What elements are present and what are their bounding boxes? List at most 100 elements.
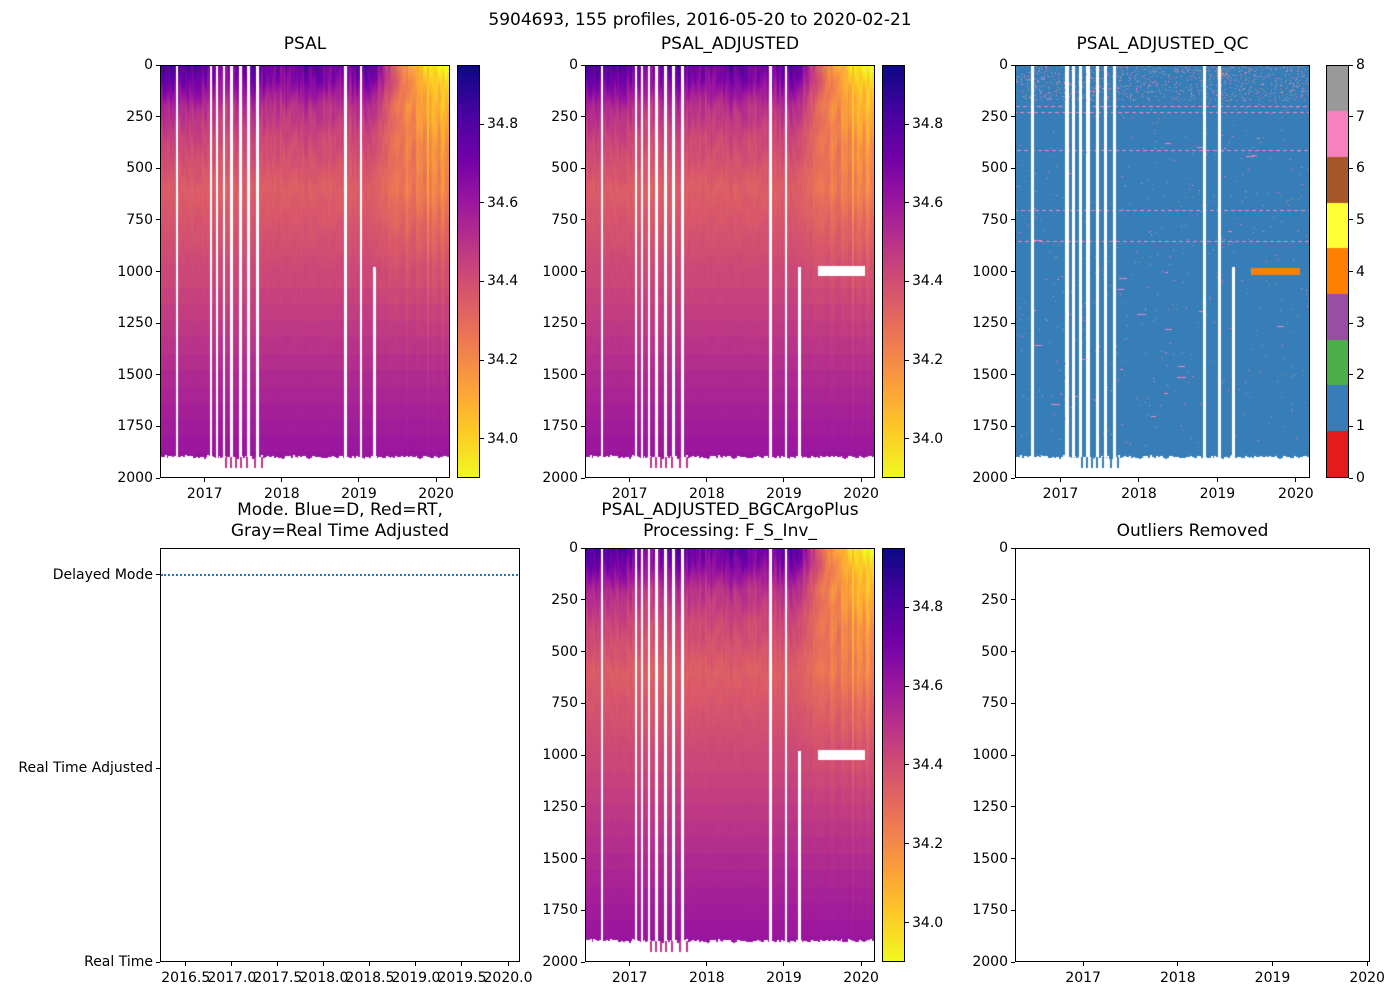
x-tick-mark xyxy=(461,962,463,966)
psal-heatmap-canvas xyxy=(161,66,449,477)
colorbar-tick-label: 34.8 xyxy=(912,599,944,616)
y-tick-label: 0 xyxy=(569,57,578,73)
colorbar-tick-label: 34.6 xyxy=(487,194,519,211)
y-tick-label: 0 xyxy=(144,57,153,73)
y-tick-mark xyxy=(1011,702,1015,704)
y-tick-mark xyxy=(581,702,585,704)
y-tick-label: 250 xyxy=(551,591,578,608)
y-tick-mark xyxy=(156,961,160,963)
y-tick-label: Delayed Mode xyxy=(52,566,153,583)
title-psal-adjusted: PSAL_ADJUSTED xyxy=(660,34,800,54)
y-tick-label: 1500 xyxy=(542,850,578,867)
y-tick-mark xyxy=(1011,909,1015,911)
y-tick-mark xyxy=(581,651,585,652)
x-tick-mark xyxy=(507,962,509,966)
x-tick-mark xyxy=(629,478,631,482)
title-bgc: PSAL_ADJUSTED_BGCArgoPlus Processing: F_… xyxy=(601,500,859,541)
y-tick-label: 1250 xyxy=(542,315,578,332)
y-tick-label: 1000 xyxy=(972,263,1008,280)
x-tick-label: 2019 xyxy=(766,486,802,502)
colorbar-tick-mark xyxy=(905,843,909,845)
x-tick-label: 2017.0 xyxy=(207,970,257,986)
x-tick-label: 2017 xyxy=(611,486,648,502)
title-outliers: Outliers Removed xyxy=(1116,521,1269,541)
x-tick-label: 2019 xyxy=(766,970,802,986)
qc-colorbar-canvas xyxy=(1327,66,1348,477)
x-tick-mark xyxy=(277,962,279,966)
y-tick-label: 1750 xyxy=(972,902,1008,919)
y-tick-label: 0 xyxy=(569,540,578,556)
bgc-colorbar-canvas xyxy=(883,549,904,961)
y-tick-label: 2000 xyxy=(542,954,578,970)
y-tick-label: 750 xyxy=(551,211,578,228)
y-tick-label: 1250 xyxy=(542,798,578,815)
colorbar-tick-mark xyxy=(1349,425,1353,427)
y-tick-label: 1250 xyxy=(972,798,1008,815)
y-tick-mark xyxy=(1011,322,1015,324)
x-tick-mark xyxy=(415,962,417,966)
colorbar-tick-mark xyxy=(1349,271,1353,272)
y-tick-label: 1500 xyxy=(972,850,1008,867)
y-tick-mark xyxy=(156,322,160,324)
colorbar-tick-label: 6 xyxy=(1356,160,1365,177)
colorbar-tick-label: 34.6 xyxy=(912,678,944,694)
y-tick-mark xyxy=(581,477,585,479)
y-tick-label: 1750 xyxy=(542,902,578,919)
y-tick-mark xyxy=(156,219,160,221)
colorbar-tick-mark xyxy=(905,359,909,361)
y-tick-mark xyxy=(1011,219,1015,221)
x-tick-label: 2019.5 xyxy=(437,970,487,986)
x-tick-label: 2019 xyxy=(1199,486,1236,502)
y-tick-label: 250 xyxy=(981,108,1008,125)
colorbar-tick-mark xyxy=(905,606,909,608)
y-tick-label: 2000 xyxy=(972,954,1008,970)
x-tick-mark xyxy=(783,962,785,966)
psal-adjusted-heatmap-canvas xyxy=(586,66,874,477)
x-tick-mark xyxy=(231,962,233,966)
colorbar-tick-mark xyxy=(1349,167,1353,169)
y-tick-label: 1750 xyxy=(972,418,1008,435)
colorbar-tick-label: 34.8 xyxy=(487,116,519,132)
y-tick-mark xyxy=(156,425,160,427)
colorbar-tick-mark xyxy=(905,685,909,687)
x-tick-mark xyxy=(706,962,708,966)
colorbar-tick-label: 2 xyxy=(1356,366,1365,383)
y-tick-label: 1000 xyxy=(542,747,578,763)
y-tick-mark xyxy=(1011,271,1015,272)
plot-psal-adjusted xyxy=(585,65,875,478)
x-tick-mark xyxy=(860,478,862,482)
y-tick-label: 1250 xyxy=(972,315,1008,332)
y-tick-label: Real Time xyxy=(84,954,153,970)
y-tick-label: 500 xyxy=(126,160,153,177)
y-tick-mark xyxy=(1011,651,1015,652)
bgc-heatmap-canvas xyxy=(586,549,874,961)
y-tick-label: 750 xyxy=(981,695,1008,712)
colorbar-tick-label: 7 xyxy=(1356,108,1365,125)
x-tick-mark xyxy=(204,478,206,482)
y-tick-mark xyxy=(1011,547,1015,549)
y-tick-mark xyxy=(1011,754,1015,756)
colorbar-bgc xyxy=(882,548,905,962)
y-tick-label: 1000 xyxy=(117,263,153,280)
colorbar-tick-label: 34.0 xyxy=(912,914,944,931)
y-tick-mark xyxy=(1011,116,1015,118)
x-tick-label: 2018 xyxy=(264,486,300,502)
colorbar-psal xyxy=(457,65,480,478)
x-tick-mark xyxy=(369,962,371,966)
x-tick-label: 2017.5 xyxy=(253,970,303,986)
y-tick-mark xyxy=(581,547,585,549)
x-tick-label: 2020 xyxy=(418,486,454,502)
y-tick-mark xyxy=(581,167,585,169)
x-tick-label: 2020.0 xyxy=(483,970,533,986)
y-tick-label: 500 xyxy=(981,643,1008,660)
y-tick-mark xyxy=(1011,858,1015,859)
x-tick-mark xyxy=(706,478,708,482)
x-tick-mark xyxy=(185,962,187,966)
colorbar-tick-label: 5 xyxy=(1356,211,1365,228)
colorbar-tick-mark xyxy=(1349,477,1353,479)
x-tick-mark xyxy=(323,962,325,966)
colorbar-tick-mark xyxy=(480,359,484,361)
x-tick-label: 2018 xyxy=(689,970,725,986)
y-tick-label: 1750 xyxy=(542,418,578,435)
x-tick-mark xyxy=(1216,478,1218,482)
